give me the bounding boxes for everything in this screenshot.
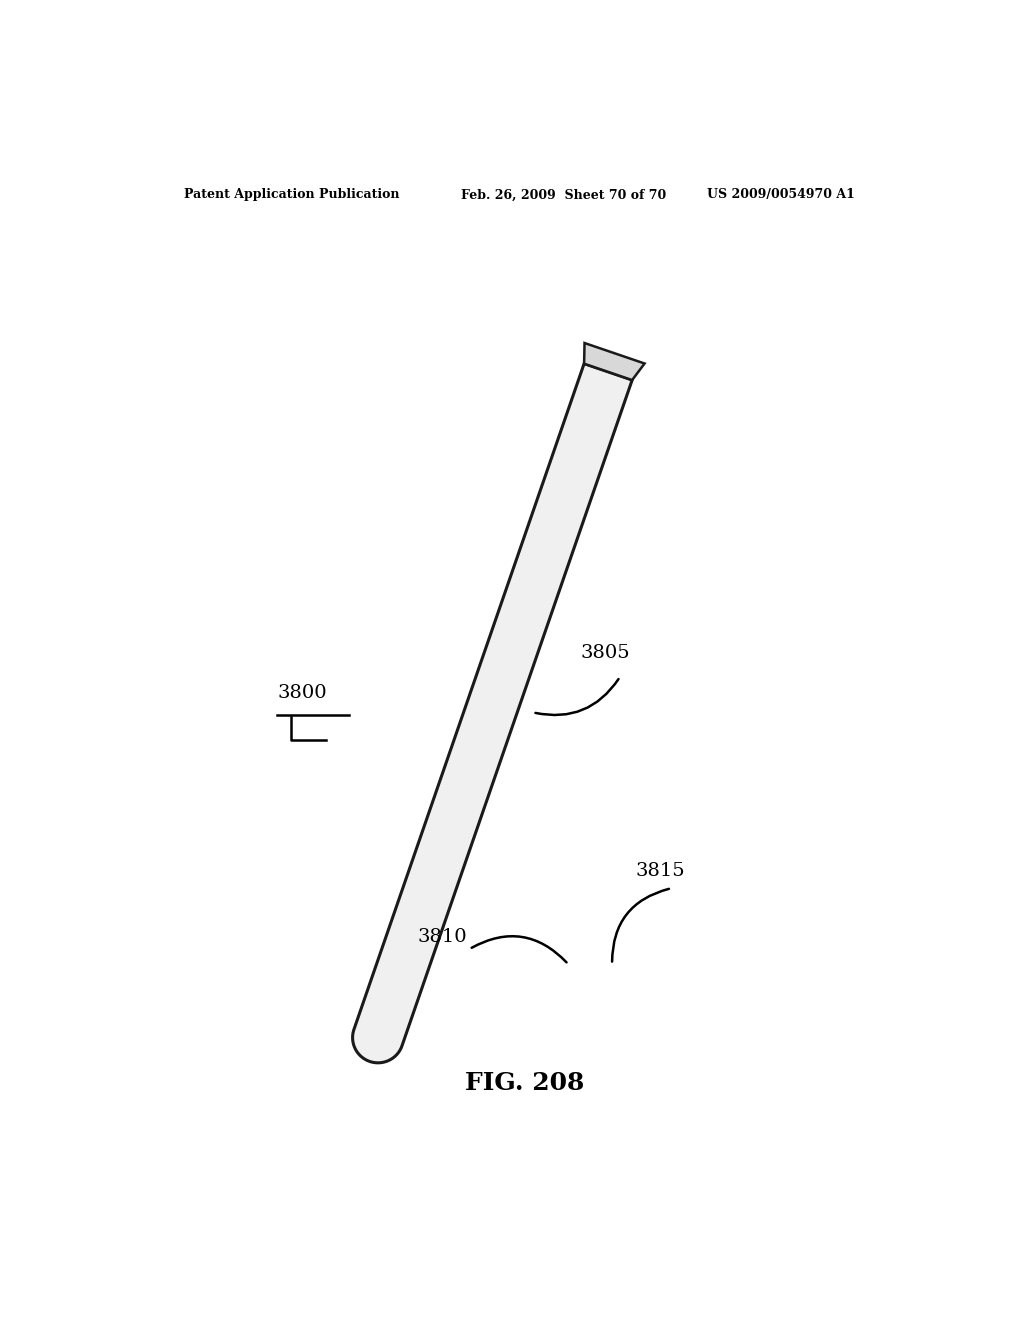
Text: Patent Application Publication: Patent Application Publication xyxy=(183,189,399,202)
Text: FIG. 208: FIG. 208 xyxy=(465,1072,585,1096)
Polygon shape xyxy=(352,363,632,1063)
Text: 3805: 3805 xyxy=(581,644,630,661)
Polygon shape xyxy=(584,343,644,380)
Text: 3815: 3815 xyxy=(636,862,685,880)
Text: US 2009/0054970 A1: US 2009/0054970 A1 xyxy=(708,189,855,202)
Text: 3810: 3810 xyxy=(418,928,467,946)
Text: 3800: 3800 xyxy=(278,684,327,702)
Text: Feb. 26, 2009  Sheet 70 of 70: Feb. 26, 2009 Sheet 70 of 70 xyxy=(461,189,667,202)
